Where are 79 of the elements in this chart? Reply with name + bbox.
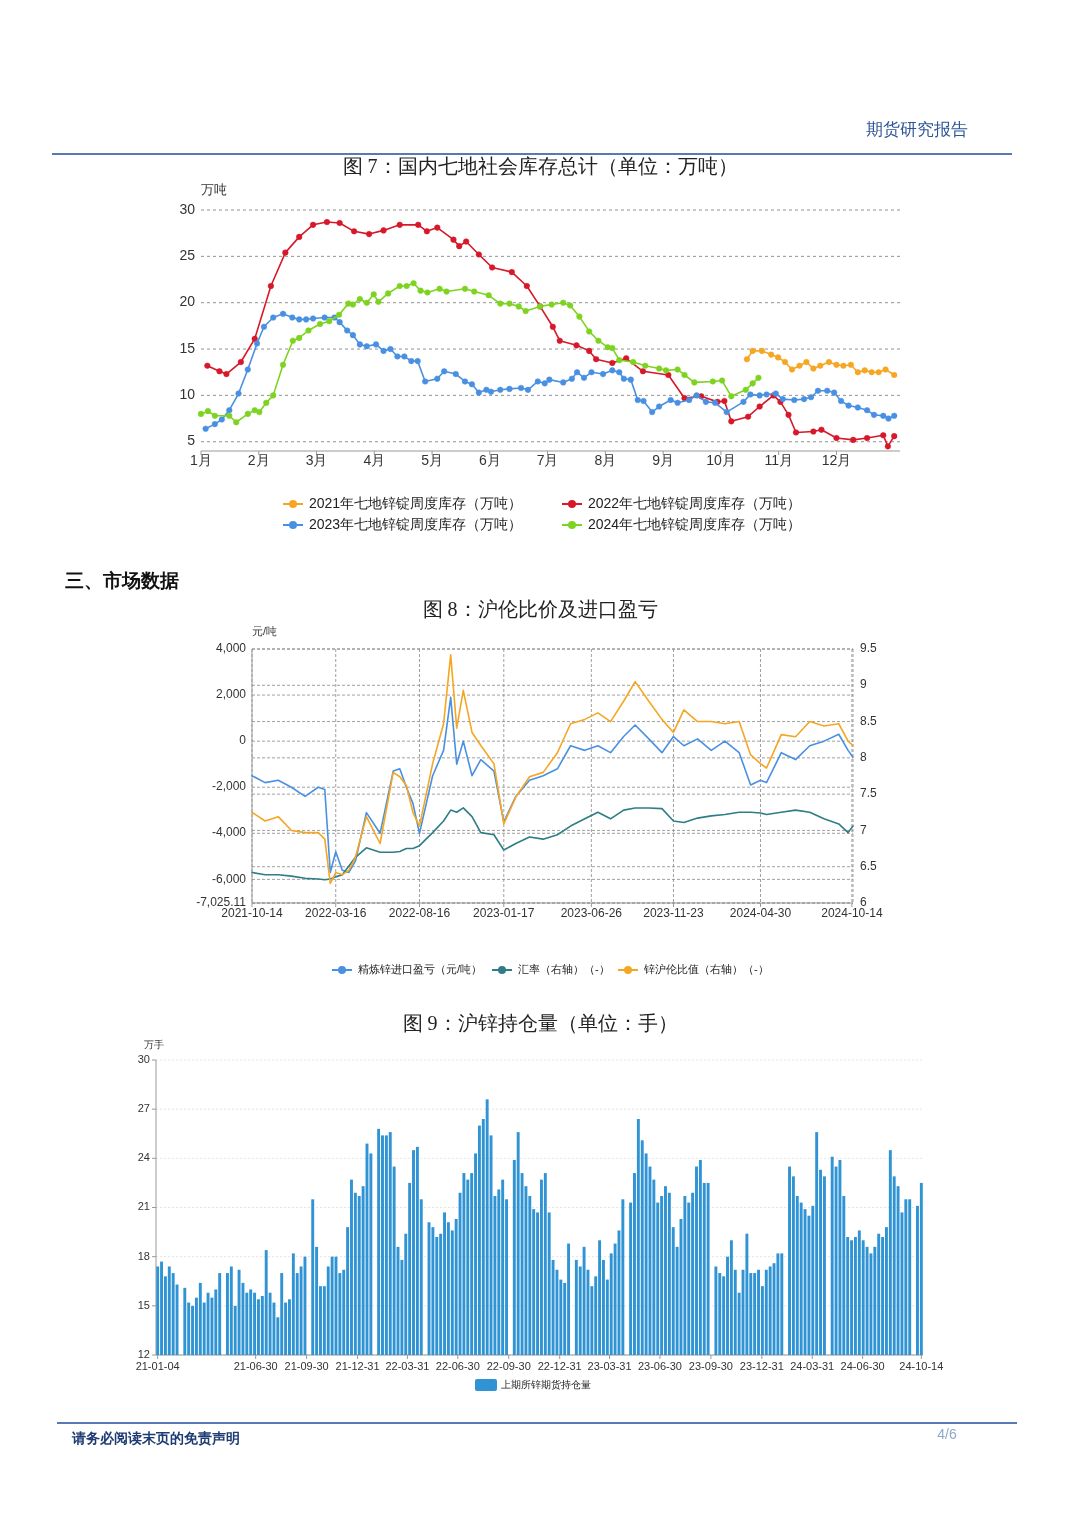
- x-tick-label: 5月: [421, 451, 443, 468]
- x-tick-label: 10月: [706, 451, 736, 468]
- text: 4/6: [937, 1425, 957, 1442]
- x-tick-label: 4月: [363, 451, 386, 468]
- y-tick-label: 2,000: [215, 687, 247, 702]
- legend-label: 上期所锌期货持仓量: [501, 1378, 591, 1390]
- x-tick-label: 21-01-04: [135, 1359, 180, 1372]
- x-tick-label: 7月: [536, 451, 559, 468]
- y-tick-label: 25: [179, 247, 196, 264]
- x-tick-label: 3月: [305, 451, 328, 468]
- y-tick-label: 10: [179, 386, 196, 403]
- x-tick-label: 2月: [247, 451, 270, 468]
- y2-tick-label: 9: [860, 677, 867, 692]
- legend: 上期所锌期货持仓量: [475, 1378, 591, 1391]
- text: 期货研究报告: [866, 119, 968, 139]
- y2-tick-label: 8.5: [860, 713, 878, 728]
- y-tick-label: 24: [137, 1151, 150, 1164]
- legend-label: 2024年七地锌锭周度库存（万吨）: [588, 515, 802, 532]
- x-tick-label: 22-06-30: [435, 1359, 480, 1372]
- x-tick-label: 2023-06-26: [560, 906, 623, 921]
- y-axis-title: 万手: [144, 1038, 164, 1050]
- x-tick-label: 21-06-30: [233, 1359, 278, 1372]
- chart-title: 图 8：沪伦比价及进口盈亏: [422, 597, 658, 620]
- x-tick-label: 1月: [190, 451, 212, 468]
- x-tick-label: 2023-01-17: [473, 906, 535, 921]
- y-tick-label: 21: [137, 1200, 150, 1213]
- legend-label: 2023年七地锌锭周度库存（万吨）: [309, 515, 523, 532]
- y-tick-label: 0: [239, 733, 247, 748]
- y2-tick-label: 7: [860, 822, 867, 837]
- x-tick-label: 21-09-30: [284, 1359, 329, 1372]
- y-tick-label: 27: [137, 1102, 150, 1115]
- x-tick-label: 24-03-31: [790, 1359, 835, 1372]
- y-tick-label: 12: [137, 1347, 150, 1360]
- x-tick-label: 23-03-31: [587, 1359, 632, 1372]
- y2-tick-label: 8: [860, 750, 867, 765]
- legend-label: 精炼锌进口盈亏（元/吨）: [358, 962, 483, 975]
- text: 三、市场数据: [65, 570, 179, 592]
- y-tick-label: 15: [137, 1298, 150, 1311]
- x-tick-label: 2023-11-23: [643, 906, 705, 921]
- legend-label: 锌沪伦比值（右轴）（-）: [643, 962, 769, 975]
- x-tick-label: 2022-08-16: [388, 906, 451, 921]
- x-tick-label: 22-09-30: [486, 1359, 531, 1372]
- text: 请务必阅读末页的免责声明: [71, 1430, 240, 1447]
- x-tick-label: 22-12-31: [537, 1359, 582, 1372]
- x-tick-label: 23-06-30: [637, 1359, 682, 1372]
- y-tick-label: 4,000: [215, 641, 247, 656]
- x-tick-label: 2024-10-14: [821, 906, 883, 921]
- chart-title: 图 9：沪锌持仓量（单位：手）: [402, 1011, 678, 1034]
- y-tick-label: 15: [179, 339, 196, 356]
- y-tick-label: 30: [179, 200, 196, 217]
- x-tick-label: 11月: [764, 451, 793, 468]
- y-tick-label: 20: [179, 293, 196, 310]
- y-tick-label: -2,000: [211, 779, 247, 794]
- x-tick-label: 2024-04-30: [729, 906, 792, 921]
- y2-tick-label: 9.5: [860, 641, 878, 656]
- x-tick-label: 6月: [478, 451, 501, 468]
- legend-label: 2021年七地锌锭周度库存（万吨）: [309, 494, 523, 511]
- y-tick-label: 18: [137, 1249, 150, 1262]
- x-tick-label: 23-09-30: [688, 1359, 733, 1372]
- x-tick-label: 21-12-31: [335, 1359, 380, 1372]
- y-axis-title: 元/吨: [252, 624, 278, 637]
- x-tick-label: 22-03-31: [385, 1359, 430, 1372]
- y-tick-label: 5: [187, 432, 196, 449]
- y-tick-label: 30: [137, 1052, 150, 1065]
- x-tick-label: 8月: [594, 451, 617, 468]
- x-tick-label: 23-12-31: [739, 1359, 784, 1372]
- y2-tick-label: 6.5: [860, 858, 878, 873]
- legend-label: 2022年七地锌锭周度库存（万吨）: [588, 494, 802, 511]
- y-tick-label: -4,000: [211, 825, 247, 840]
- x-tick-label: 12月: [821, 451, 852, 468]
- x-tick-label: 2022-03-16: [305, 906, 367, 921]
- x-tick-label: 24-06-30: [840, 1359, 885, 1372]
- chart-title: 图 7：国内七地社会库存总计（单位：万吨）: [342, 154, 738, 177]
- legend-label: 汇率（右轴）（-）: [518, 962, 610, 975]
- y-axis-title: 万吨: [201, 182, 227, 198]
- x-tick-label: 24-10-14: [899, 1359, 944, 1372]
- y-tick-label: -6,000: [211, 871, 247, 886]
- y2-tick-label: 7.5: [860, 786, 878, 801]
- x-tick-label: 9月: [652, 451, 675, 468]
